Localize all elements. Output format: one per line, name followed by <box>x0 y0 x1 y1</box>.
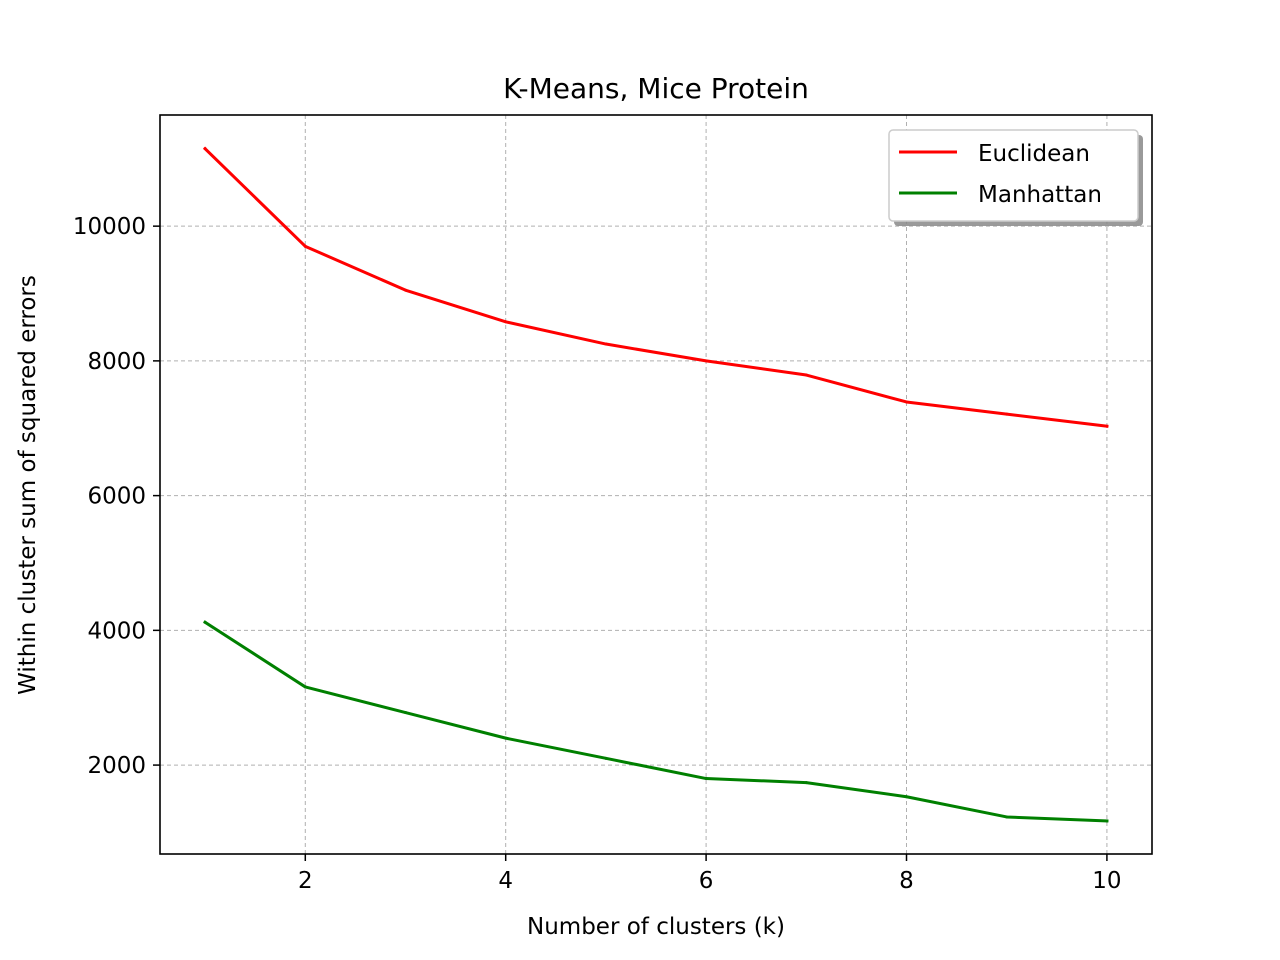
y-tick-label: 8000 <box>87 349 146 375</box>
data-point-euclidean <box>905 400 909 404</box>
data-point-manhattan <box>303 685 307 689</box>
data-point-euclidean <box>1105 424 1109 428</box>
data-point-euclidean <box>1005 412 1009 416</box>
x-tick-label: 4 <box>498 868 513 894</box>
legend-label-manhattan: Manhattan <box>978 182 1102 208</box>
series-lines <box>202 146 1109 823</box>
legend-label-euclidean: Euclidean <box>978 141 1090 167</box>
chart-title: K-Means, Mice Protein <box>503 72 809 105</box>
grid <box>160 115 1152 854</box>
x-axis-label: Number of clusters (k) <box>527 914 785 940</box>
x-tick-label: 10 <box>1092 868 1121 894</box>
plot-frame <box>159 114 1153 855</box>
data-point-euclidean <box>303 244 307 248</box>
data-point-manhattan <box>604 756 608 760</box>
axis-ticks: 2 4 6 8 10 2000 4000 6000 8000 10000 <box>73 214 1122 894</box>
data-point-manhattan <box>1005 815 1009 819</box>
data-point-manhattan <box>704 777 708 781</box>
y-tick-label: 6000 <box>87 484 146 510</box>
y-axis-label: Within cluster sum of squared errors <box>15 275 41 695</box>
data-point-euclidean <box>203 147 207 151</box>
data-point-euclidean <box>804 373 808 377</box>
data-point-manhattan <box>804 781 808 785</box>
y-tick-label: 10000 <box>73 214 146 240</box>
data-point-euclidean <box>604 342 608 346</box>
legend: Euclidean Manhattan <box>888 129 1143 226</box>
series-line-manhattan <box>203 620 1109 823</box>
series-line-euclidean <box>202 146 1109 428</box>
x-tick-label: 6 <box>699 868 714 894</box>
data-point-euclidean <box>504 320 508 324</box>
y-tick-label: 2000 <box>87 753 146 779</box>
data-point-manhattan <box>905 795 909 799</box>
data-point-manhattan <box>403 711 407 715</box>
y-tick-label: 4000 <box>87 618 146 644</box>
data-point-euclidean <box>704 359 708 363</box>
data-point-euclidean <box>403 288 407 292</box>
data-point-manhattan <box>203 620 207 624</box>
data-point-manhattan <box>1105 819 1109 823</box>
x-tick-label: 8 <box>899 868 914 894</box>
x-tick-label: 2 <box>298 868 313 894</box>
data-point-manhattan <box>504 736 508 740</box>
